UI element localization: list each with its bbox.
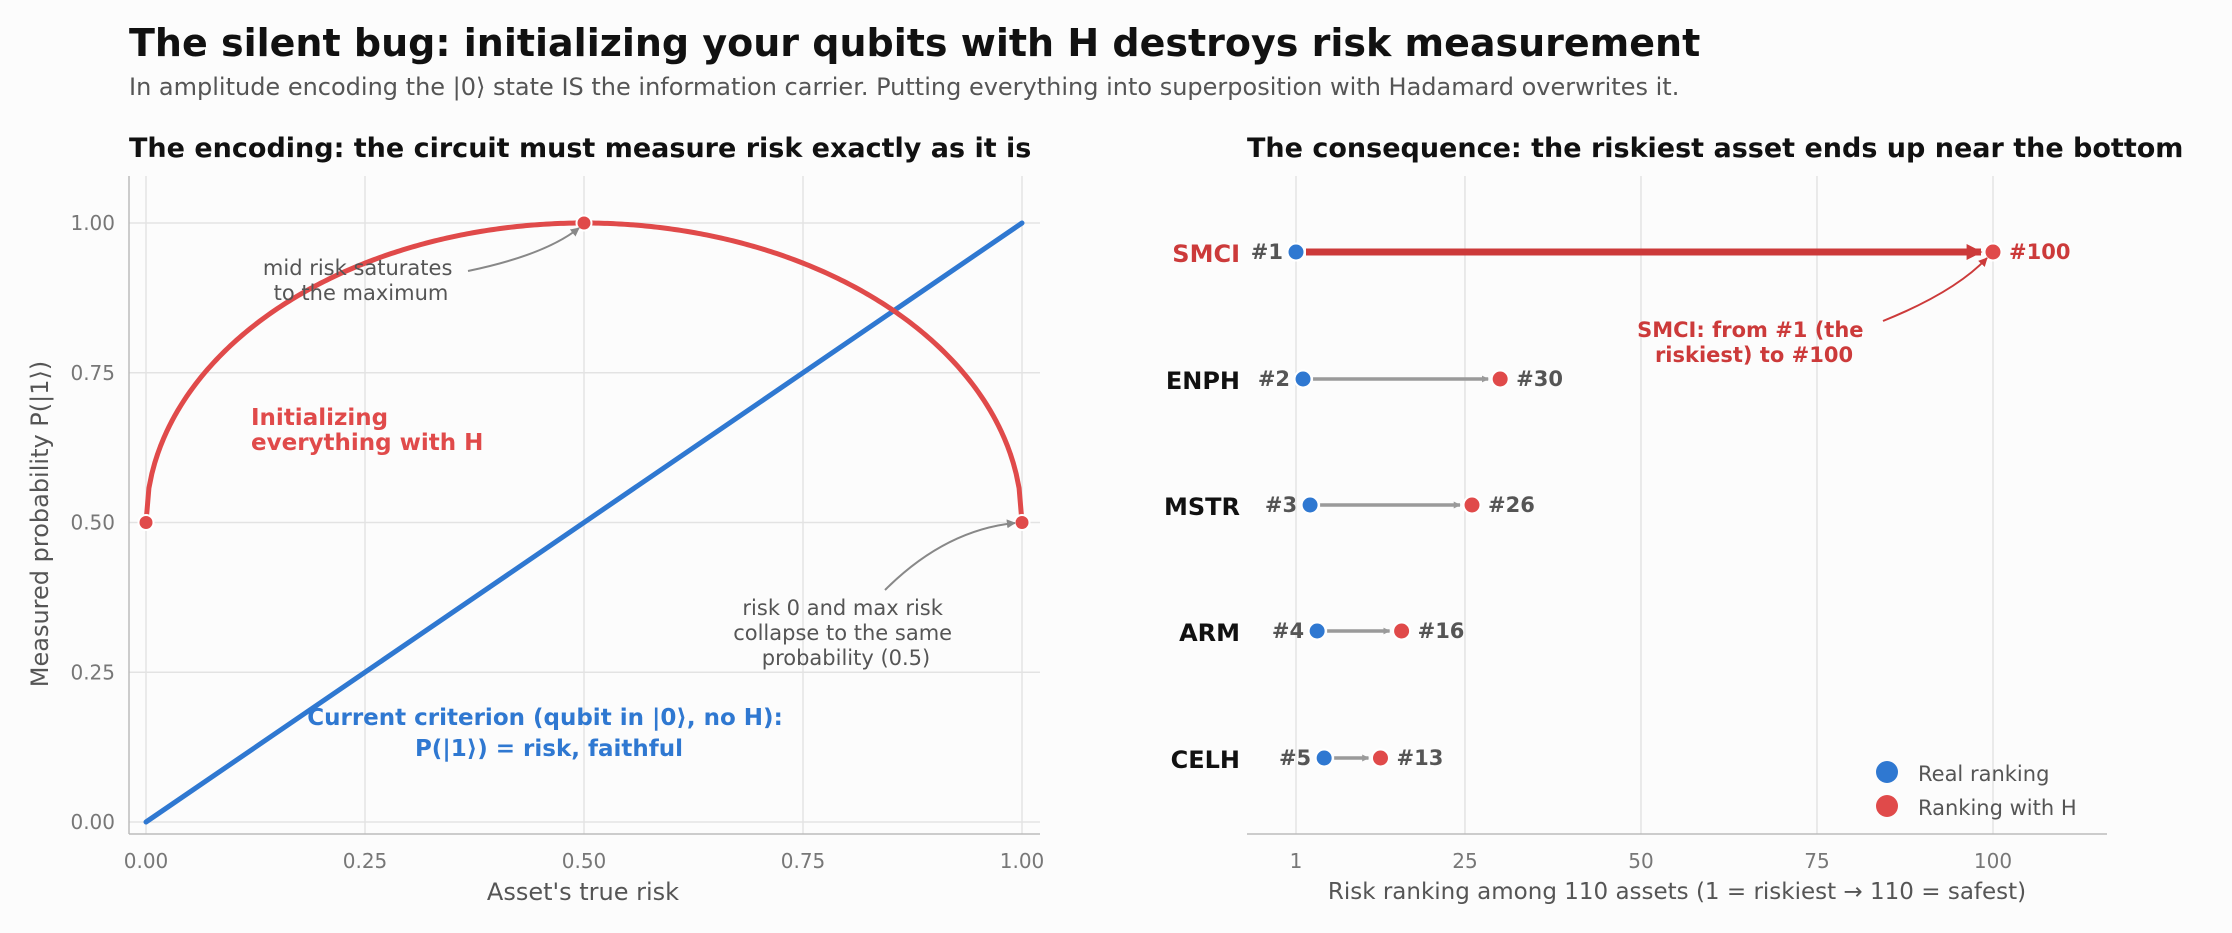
encoding-x-tick-label: 0.00 bbox=[124, 849, 169, 873]
encoding-x-tick-label: 1.00 bbox=[1000, 849, 1045, 873]
encoding-x-axis-label: Asset's true risk bbox=[487, 878, 679, 906]
hadamard-point bbox=[1013, 514, 1031, 531]
real-rank-dot bbox=[1286, 242, 1306, 262]
ranking-x-tick-label: 75 bbox=[1804, 849, 1829, 873]
encoding-x-tick-label: 0.75 bbox=[781, 849, 826, 873]
annotation-mid-risk-line1: mid risk saturates bbox=[263, 256, 453, 280]
real-rank-label: #2 bbox=[1258, 367, 1290, 391]
h-rank-label: #16 bbox=[1418, 619, 1465, 643]
faithful-line bbox=[143, 220, 1025, 825]
ranking-row-celh: CELH #5 #13 bbox=[1171, 746, 1444, 774]
ranking-tick-labels: 1 25 50 75 100 bbox=[1290, 849, 2012, 873]
ranking-row-smci: SMCI #1 #100 bbox=[1172, 240, 2070, 268]
ranking-x-tick-label: 1 bbox=[1290, 849, 1303, 873]
legend-h-label: Ranking with H bbox=[1918, 796, 2077, 820]
real-rank-label: #1 bbox=[1251, 240, 1283, 264]
annotation-collapse-line3: probability (0.5) bbox=[762, 646, 931, 670]
legend-real-marker bbox=[1876, 761, 1898, 783]
ranking-legend: Real ranking Ranking with H bbox=[1876, 761, 2077, 820]
asset-ticker: CELH bbox=[1171, 746, 1240, 774]
red-series-label-line1: Initializing bbox=[251, 405, 388, 431]
encoding-y-tick-label: 0.00 bbox=[70, 810, 115, 834]
encoding-x-tick-label: 0.50 bbox=[562, 849, 607, 873]
hadamard-point bbox=[575, 214, 593, 232]
encoding-annotations: Current criterion (qubit in |0⟩, no H): … bbox=[251, 227, 1016, 762]
blue-series-label: Current criterion (qubit in |0⟩, no H): … bbox=[307, 705, 791, 762]
annotation-collapse-line2: collapse to the same bbox=[733, 621, 952, 645]
encoding-x-tick-label: 0.25 bbox=[343, 849, 388, 873]
ranking-row-mstr: MSTR #3 #26 bbox=[1164, 493, 1535, 521]
smci-annotation-line2: riskiest) to #100 bbox=[1655, 343, 1853, 367]
annotation-collapse-arrow bbox=[884, 519, 1016, 591]
blue-series-label-line1: Current criterion (qubit in |0⟩, no H): bbox=[307, 705, 783, 731]
h-rank-dot bbox=[1462, 495, 1482, 515]
ranking-x-tick-label: 50 bbox=[1628, 849, 1653, 873]
encoding-y-tick-label: 0.75 bbox=[70, 361, 115, 385]
h-rank-dot bbox=[1983, 242, 2003, 262]
encoding-y-axis-label: Measured probability P(|1⟩) bbox=[26, 361, 54, 687]
encoding-y-tick-label: 0.25 bbox=[70, 660, 115, 684]
ranking-chart: The consequence: the riskiest asset ends… bbox=[1164, 133, 2183, 905]
encoding-tick-labels: 0.00 0.25 0.50 0.75 1.00 0.00 0.25 0.50 0.75 1.00 bbox=[70, 211, 1044, 873]
figure-subtitle: In amplitude encoding the |0⟩ state IS t… bbox=[129, 73, 1679, 101]
smci-annotation-line1: SMCI: from #1 (the bbox=[1637, 318, 1863, 342]
h-rank-label: #13 bbox=[1396, 746, 1443, 770]
figure-title: The silent bug: initializing your qubits… bbox=[129, 21, 1700, 65]
asset-ticker: SMCI bbox=[1172, 240, 1240, 268]
annotation-mid-risk-line2: to the maximum bbox=[274, 281, 449, 305]
real-rank-dot bbox=[1293, 369, 1313, 389]
annotation-collapse-line1: risk 0 and max risk bbox=[742, 596, 943, 620]
asset-ticker: ARM bbox=[1179, 619, 1240, 647]
asset-ticker: MSTR bbox=[1164, 493, 1240, 521]
encoding-series bbox=[137, 214, 1031, 825]
real-rank-dot bbox=[1300, 495, 1320, 515]
ranking-x-axis-label: Risk ranking among 110 assets (1 = riski… bbox=[1328, 879, 2026, 905]
h-rank-label: #26 bbox=[1488, 493, 1535, 517]
legend-real-label: Real ranking bbox=[1918, 762, 2049, 786]
h-rank-label: #30 bbox=[1516, 367, 1563, 391]
smci-annotation: SMCI: from #1 (the riskiest) to #100 bbox=[1637, 318, 1871, 367]
h-rank-dot bbox=[1490, 369, 1510, 389]
encoding-chart-title: The encoding: the circuit must measure r… bbox=[129, 133, 1031, 164]
asset-ticker: ENPH bbox=[1166, 367, 1240, 395]
encoding-y-tick-label: 0.50 bbox=[70, 511, 115, 535]
red-series-label: Initializing everything with H bbox=[251, 405, 483, 456]
hadamard-point bbox=[137, 514, 155, 531]
annotation-mid-risk: mid risk saturates to the maximum bbox=[263, 256, 459, 305]
ranking-row-arm: ARM #4 #16 bbox=[1179, 619, 1464, 647]
blue-series-label-line2: P(|1⟩) = risk, faithful bbox=[415, 736, 683, 762]
real-rank-label: #3 bbox=[1265, 493, 1297, 517]
red-series-label-line2: everything with H bbox=[251, 430, 483, 456]
real-rank-label: #5 bbox=[1279, 746, 1311, 770]
ranking-x-tick-label: 25 bbox=[1452, 849, 1477, 873]
h-rank-dot bbox=[1392, 621, 1412, 641]
legend-h-marker bbox=[1876, 795, 1898, 817]
real-rank-label: #4 bbox=[1272, 619, 1304, 643]
annotation-mid-risk-arrow bbox=[467, 227, 580, 272]
encoding-y-tick-label: 1.00 bbox=[70, 211, 115, 235]
h-rank-dot bbox=[1370, 748, 1390, 768]
real-rank-dot bbox=[1314, 748, 1334, 768]
annotation-collapse: risk 0 and max risk collapse to the same… bbox=[733, 596, 959, 670]
ranking-x-tick-label: 100 bbox=[1974, 849, 2012, 873]
ranking-chart-title: The consequence: the riskiest asset ends… bbox=[1247, 133, 2183, 164]
real-rank-dot bbox=[1307, 621, 1327, 641]
ranking-row-enph: ENPH #2 #30 bbox=[1166, 367, 1563, 395]
encoding-chart: The encoding: the circuit must measure r… bbox=[26, 133, 1044, 906]
h-rank-label: #100 bbox=[2009, 240, 2070, 264]
smci-annotation-arrow bbox=[1882, 257, 1988, 322]
ranking-rows: SMCI #1 #100 ENPH #2 #30 MSTR #3 #26 ARM #4 #16 CELH… bbox=[1164, 240, 2070, 774]
